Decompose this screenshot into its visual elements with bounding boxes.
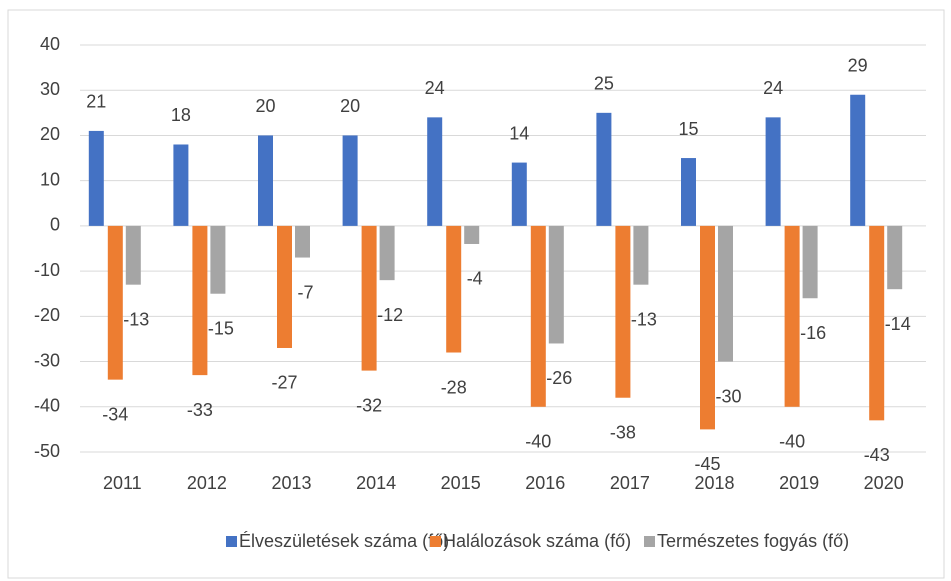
bar	[802, 225, 818, 299]
y-tick-label: -40	[34, 396, 60, 416]
data-label: -45	[694, 454, 720, 474]
bar	[615, 225, 631, 398]
data-label: -27	[271, 373, 297, 393]
bar	[887, 225, 903, 290]
x-tick-label: 2016	[525, 473, 565, 493]
bar	[342, 135, 358, 226]
legend-swatch	[430, 536, 441, 547]
data-label: -30	[715, 386, 741, 406]
data-label: -14	[885, 314, 911, 334]
bar	[427, 117, 443, 226]
x-tick-label: 2019	[779, 473, 819, 493]
data-label: -13	[123, 309, 149, 329]
x-tick-label: 2013	[271, 473, 311, 493]
legend-label: Élveszületések száma (fő)	[239, 531, 449, 551]
bar	[869, 225, 885, 421]
x-tick-label: 2014	[356, 473, 396, 493]
legend-swatch	[644, 536, 655, 547]
data-label: 25	[594, 74, 614, 94]
legend-label: Természetes fogyás (fő)	[657, 531, 849, 551]
bar	[784, 225, 800, 407]
data-label: 24	[425, 78, 445, 98]
data-label: -13	[631, 309, 657, 329]
y-tick-label: -10	[34, 260, 60, 280]
data-label: 15	[678, 119, 698, 139]
data-label: -40	[525, 432, 551, 452]
y-tick-label: -30	[34, 350, 60, 370]
bar	[718, 225, 733, 362]
bar	[850, 94, 866, 226]
data-label: -15	[208, 318, 234, 338]
data-label: -34	[102, 404, 128, 424]
data-label: -32	[356, 395, 382, 415]
bar	[681, 158, 696, 226]
data-label: 24	[763, 78, 783, 98]
x-tick-label: 2011	[103, 473, 142, 493]
bar	[511, 162, 527, 226]
data-label: -12	[377, 305, 403, 325]
data-label: -33	[187, 400, 213, 420]
x-tick-label: 2017	[610, 473, 650, 493]
y-tick-label: 20	[40, 124, 60, 144]
bar	[446, 225, 462, 353]
bar	[88, 130, 104, 226]
data-label: 29	[848, 55, 868, 75]
data-label: 14	[509, 123, 529, 143]
data-label: -40	[779, 432, 805, 452]
bar	[361, 225, 377, 371]
bar	[295, 225, 310, 258]
x-tick-label: 2018	[694, 473, 734, 493]
y-tick-label: 0	[50, 215, 60, 235]
data-label: 18	[171, 105, 191, 125]
bar	[548, 225, 564, 344]
data-label: 20	[340, 96, 360, 116]
bar	[277, 225, 292, 348]
bar	[192, 225, 208, 376]
bar	[173, 144, 189, 226]
y-tick-label: 10	[40, 169, 60, 189]
bar	[379, 225, 395, 281]
data-label: -43	[864, 445, 890, 465]
bar	[530, 225, 546, 407]
x-tick-label: 2012	[187, 473, 227, 493]
bar	[107, 225, 123, 380]
bar	[210, 225, 226, 294]
x-tick-label: 2020	[864, 473, 904, 493]
bar	[700, 225, 715, 430]
bar	[258, 135, 273, 226]
bar	[464, 225, 480, 244]
bar	[633, 225, 649, 285]
data-label: 21	[86, 92, 106, 112]
bar	[596, 112, 612, 226]
legend-label: Halálozások száma (fő)	[443, 531, 631, 551]
y-tick-label: -20	[34, 305, 60, 325]
bar	[765, 117, 781, 226]
legend-swatch	[226, 536, 237, 547]
y-tick-label: 40	[40, 34, 60, 54]
bar	[125, 225, 141, 285]
y-tick-label: 30	[40, 79, 60, 99]
data-label: 20	[255, 96, 275, 116]
data-label: -4	[467, 269, 483, 289]
data-label: -16	[800, 323, 826, 343]
x-tick-label: 2015	[441, 473, 481, 493]
y-tick-label: -50	[34, 441, 60, 461]
data-label: -28	[441, 377, 467, 397]
data-label: -38	[610, 422, 636, 442]
data-label: -7	[297, 282, 313, 302]
data-label: -26	[546, 368, 572, 388]
